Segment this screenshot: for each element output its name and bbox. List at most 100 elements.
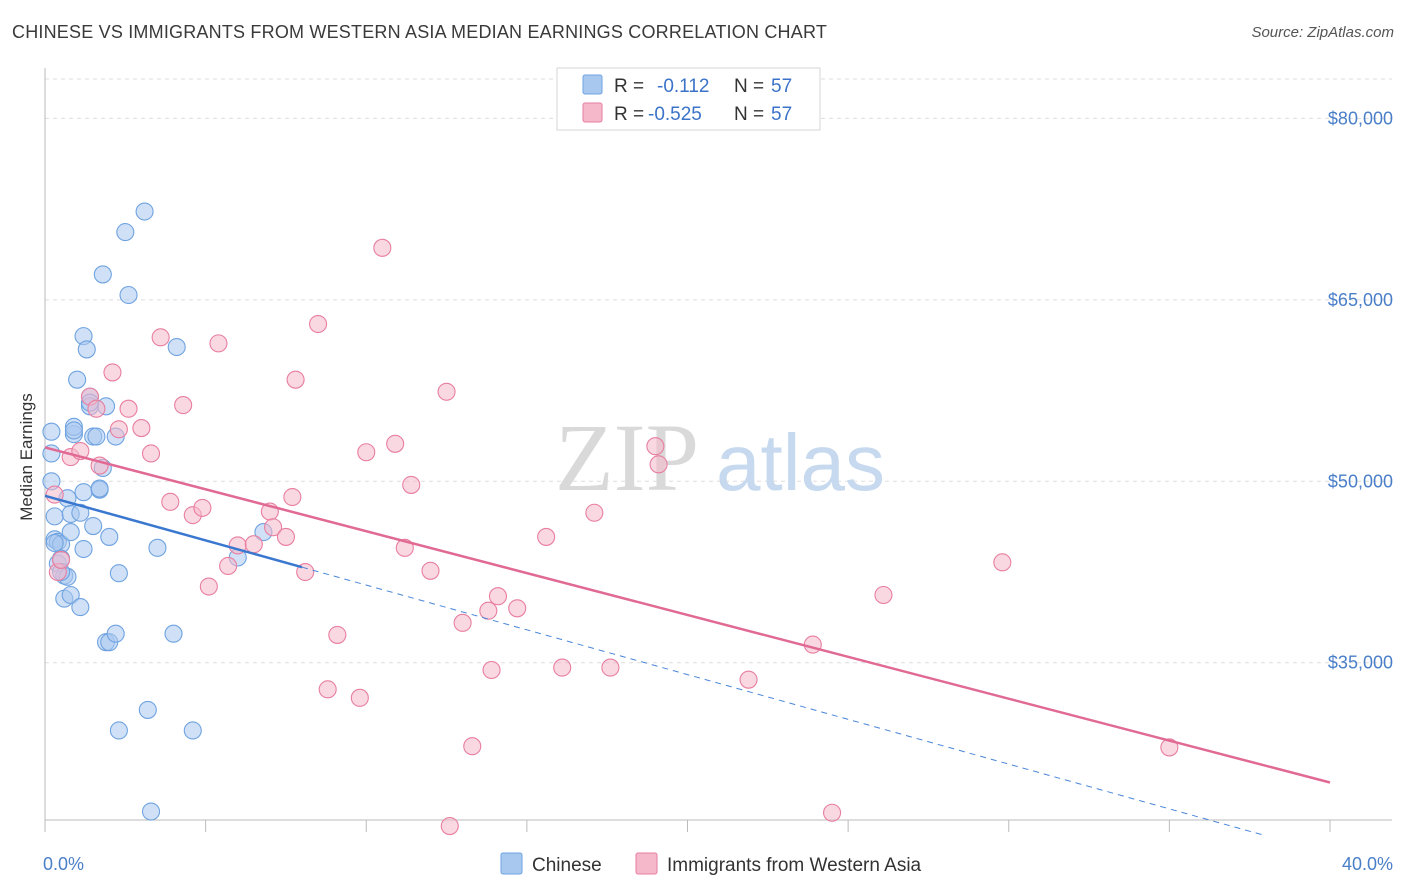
legend-r-label: R = (614, 104, 644, 125)
point-western-asia (318, 680, 337, 699)
x-tick-labels: 0.0% 40.0% (43, 854, 1393, 874)
point-western-asia (482, 660, 501, 680)
legend-bottom-swatch-western-asia (635, 852, 658, 875)
point-western-asia (823, 803, 842, 822)
point-chinese (183, 721, 202, 740)
grid (45, 78, 1392, 664)
point-chinese (74, 539, 93, 559)
point-western-asia (508, 599, 527, 618)
point-western-asia (463, 737, 482, 756)
legend-swatch-western-asia (582, 102, 603, 123)
point-western-asia (373, 238, 392, 257)
point-chinese (109, 721, 128, 740)
trend-chinese (44, 494, 303, 569)
point-chinese (45, 533, 64, 553)
point-western-asia (276, 527, 295, 546)
point-western-asia (437, 382, 456, 401)
point-western-asia (109, 420, 128, 439)
watermark-zip: ZIP (555, 404, 699, 511)
point-western-asia (286, 370, 305, 389)
point-western-asia (601, 658, 620, 677)
point-western-asia (264, 518, 283, 537)
legend-r-value: -0.525 (648, 104, 702, 125)
point-chinese (90, 479, 109, 498)
point-western-asia (453, 613, 472, 632)
point-western-asia (993, 553, 1012, 572)
point-western-asia (209, 334, 228, 353)
point-western-asia (309, 314, 328, 334)
point-chinese (71, 598, 90, 617)
point-western-asia (174, 396, 193, 415)
point-chinese (164, 624, 183, 643)
point-western-asia (649, 455, 668, 474)
point-western-asia (537, 527, 556, 546)
watermark: ZIP atlas (555, 404, 885, 511)
y-tick-label: $50,000 (1328, 471, 1393, 491)
point-chinese (87, 427, 106, 446)
point-western-asia (193, 498, 212, 517)
legend-bottom: Chinese Immigrants from Western Asia (500, 852, 922, 876)
point-chinese (109, 564, 128, 583)
y-tick-label: $35,000 (1328, 653, 1393, 673)
point-chinese (138, 700, 157, 719)
point-western-asia (52, 550, 71, 569)
legend-bottom-label-western-asia: Immigrants from Western Asia (667, 855, 922, 876)
data-points (42, 202, 1179, 836)
point-chinese (64, 421, 83, 440)
point-western-asia (440, 816, 459, 836)
point-western-asia (421, 561, 440, 580)
point-western-asia (646, 437, 665, 456)
point-chinese (74, 483, 93, 502)
y-tick-label: $65,000 (1328, 290, 1393, 310)
point-western-asia (283, 487, 302, 507)
legend-r-label: R = (614, 76, 644, 97)
point-western-asia (488, 587, 508, 606)
point-western-asia (161, 492, 180, 511)
point-chinese (61, 523, 80, 542)
point-western-asia (874, 585, 893, 605)
point-western-asia (199, 577, 218, 596)
point-western-asia (739, 670, 758, 689)
legend-n-label: N = (734, 104, 764, 125)
point-western-asia (328, 625, 347, 644)
point-chinese (100, 527, 119, 546)
point-chinese (68, 370, 87, 389)
y-axis-label: Median Earnings (17, 393, 36, 521)
point-chinese (167, 337, 186, 357)
point-western-asia (479, 601, 498, 620)
legend-n-value: 57 (771, 76, 792, 97)
point-western-asia (103, 363, 122, 382)
point-western-asia (803, 635, 822, 654)
y-tick-labels: $80,000 $65,000 $50,000 $35,000 (1328, 108, 1393, 672)
trend-western-asia (44, 446, 1331, 784)
point-western-asia (119, 399, 138, 418)
legend-swatch-chinese (582, 74, 603, 95)
point-chinese (141, 802, 161, 821)
point-western-asia (350, 688, 369, 707)
legend-r-value: -0.112 (657, 76, 709, 97)
point-western-asia (244, 535, 263, 554)
point-chinese (148, 538, 167, 557)
point-chinese (42, 422, 61, 441)
point-chinese (135, 202, 154, 221)
point-chinese (71, 503, 90, 522)
point-western-asia (357, 443, 376, 462)
x-tick-label: 40.0% (1342, 854, 1393, 874)
axes (44, 68, 1392, 832)
trend-chinese-extrapolated (301, 566, 1266, 837)
point-western-asia (585, 503, 604, 522)
legend-bottom-label-chinese: Chinese (532, 855, 602, 876)
point-western-asia (219, 556, 238, 576)
point-chinese (106, 624, 125, 643)
point-chinese (93, 265, 112, 284)
point-western-asia (132, 419, 151, 438)
point-chinese (77, 340, 96, 359)
point-western-asia (1160, 738, 1179, 757)
trend-lines (44, 446, 1331, 837)
point-western-asia (402, 475, 421, 494)
point-chinese (45, 507, 64, 526)
point-western-asia (553, 658, 572, 677)
watermark-atlas: atlas (716, 418, 885, 507)
point-chinese (116, 223, 135, 242)
